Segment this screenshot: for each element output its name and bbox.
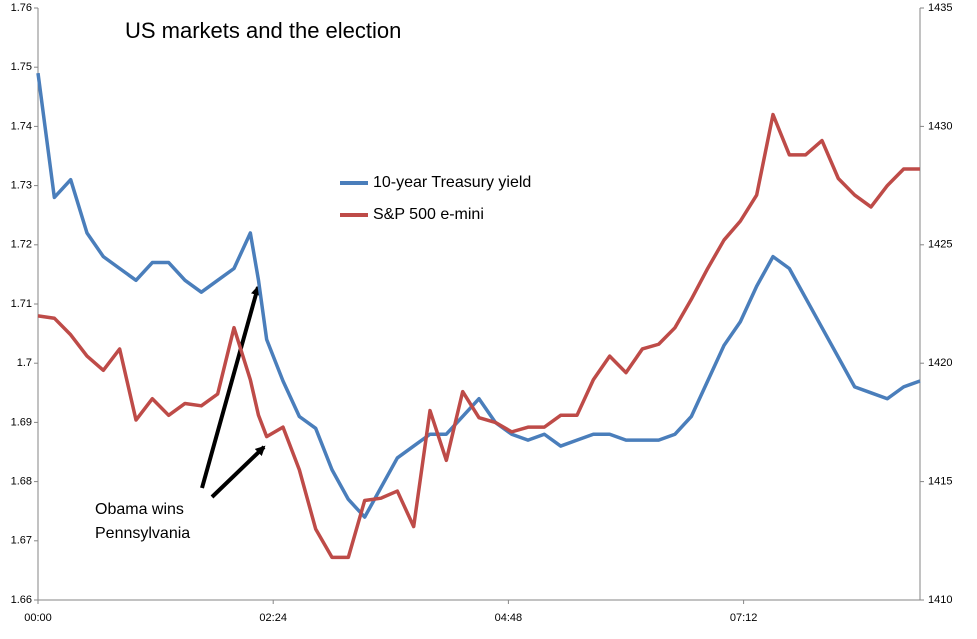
x-tick-label: 04:48 <box>495 612 523 624</box>
y2-tick-label: 1420 <box>928 357 952 369</box>
y2-tick-label: 1430 <box>928 120 952 132</box>
y-tick-label: 1.71 <box>11 298 32 310</box>
legend-label: 10-year Treasury yield <box>373 174 531 191</box>
y-tick-label: 1.7 <box>17 357 32 369</box>
y2-tick-label: 1425 <box>928 239 952 251</box>
series-line <box>36 72 921 519</box>
y-tick-label: 1.73 <box>11 180 32 192</box>
x-tick-label: 07:12 <box>730 612 758 624</box>
y-tick-label: 1.68 <box>11 476 32 488</box>
y-tick-label: 1.69 <box>11 416 32 428</box>
arrow <box>210 445 266 499</box>
x-tick-label: 00:00 <box>24 612 52 624</box>
y-tick-label: 1.72 <box>11 239 32 251</box>
y-tick-label: 1.75 <box>11 61 32 73</box>
legend-label: S&P 500 e-mini <box>373 206 484 223</box>
y2-tick-label: 1435 <box>928 2 952 14</box>
x-tick-label: 02:24 <box>259 612 287 624</box>
annotation: Obama wins <box>95 501 184 518</box>
y-tick-label: 1.74 <box>11 120 32 132</box>
y-tick-label: 1.76 <box>11 2 32 14</box>
y-tick-label: 1.67 <box>11 535 32 547</box>
series-line <box>37 112 920 560</box>
annotation: Pennsylvania <box>95 525 190 542</box>
arrow <box>200 285 261 489</box>
y-tick-label: 1.66 <box>11 594 32 606</box>
chart-title: US markets and the election <box>125 18 401 43</box>
y2-tick-label: 1410 <box>928 594 952 606</box>
y2-tick-label: 1415 <box>928 476 952 488</box>
